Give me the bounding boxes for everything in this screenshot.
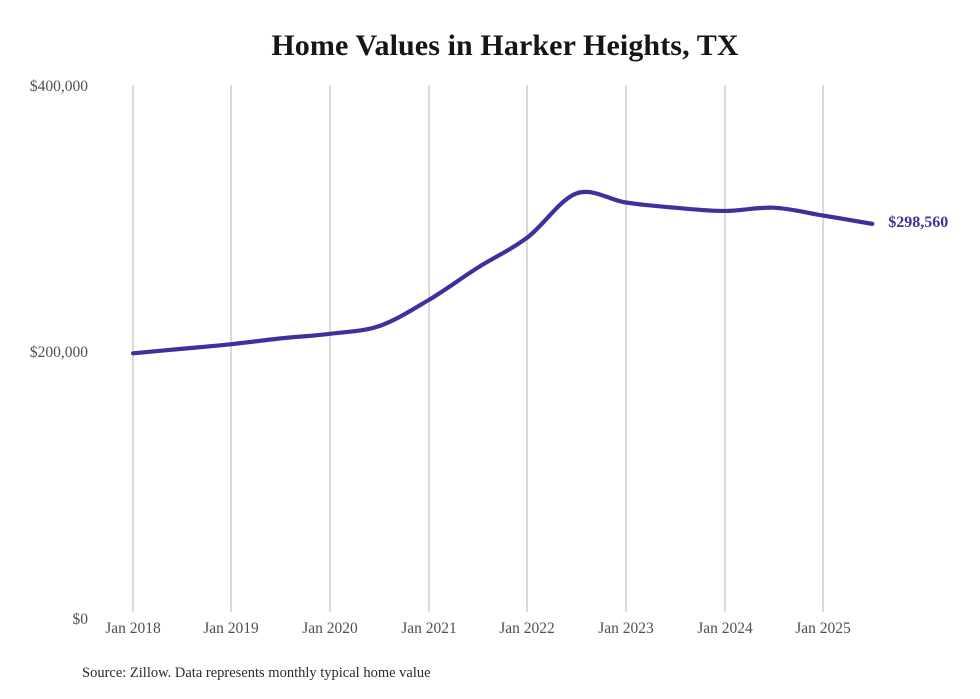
x-axis-tick-jan-2019: Jan 2019: [203, 620, 259, 637]
x-axis-tick-jan-2023: Jan 2023: [598, 620, 654, 637]
x-axis-tick-jan-2024: Jan 2024: [697, 620, 753, 637]
y-axis-tick-400000: $400,000: [29, 78, 88, 95]
x-axis-tick-jan-2018: Jan 2018: [105, 620, 161, 637]
page-title: Home Values in Harker Heights, TX: [271, 29, 739, 62]
end-value-label: $298,560: [888, 213, 949, 231]
y-axis-tick-200000: $200,000: [29, 344, 88, 361]
data-line-typical-home-value: [130, 189, 875, 356]
x-axis-tick-jan-2021: Jan 2021: [401, 620, 457, 637]
source-note: Source: Zillow. Data represents monthly …: [82, 665, 431, 681]
y-axis-tick-0: $0: [72, 611, 89, 628]
x-axis-tick-jan-2020: Jan 2020: [302, 620, 358, 637]
gridlines: [132, 85, 824, 612]
x-axis-tick-jan-2022: Jan 2022: [499, 620, 555, 637]
x-axis-tick-jan-2025: Jan 2025: [795, 620, 851, 637]
